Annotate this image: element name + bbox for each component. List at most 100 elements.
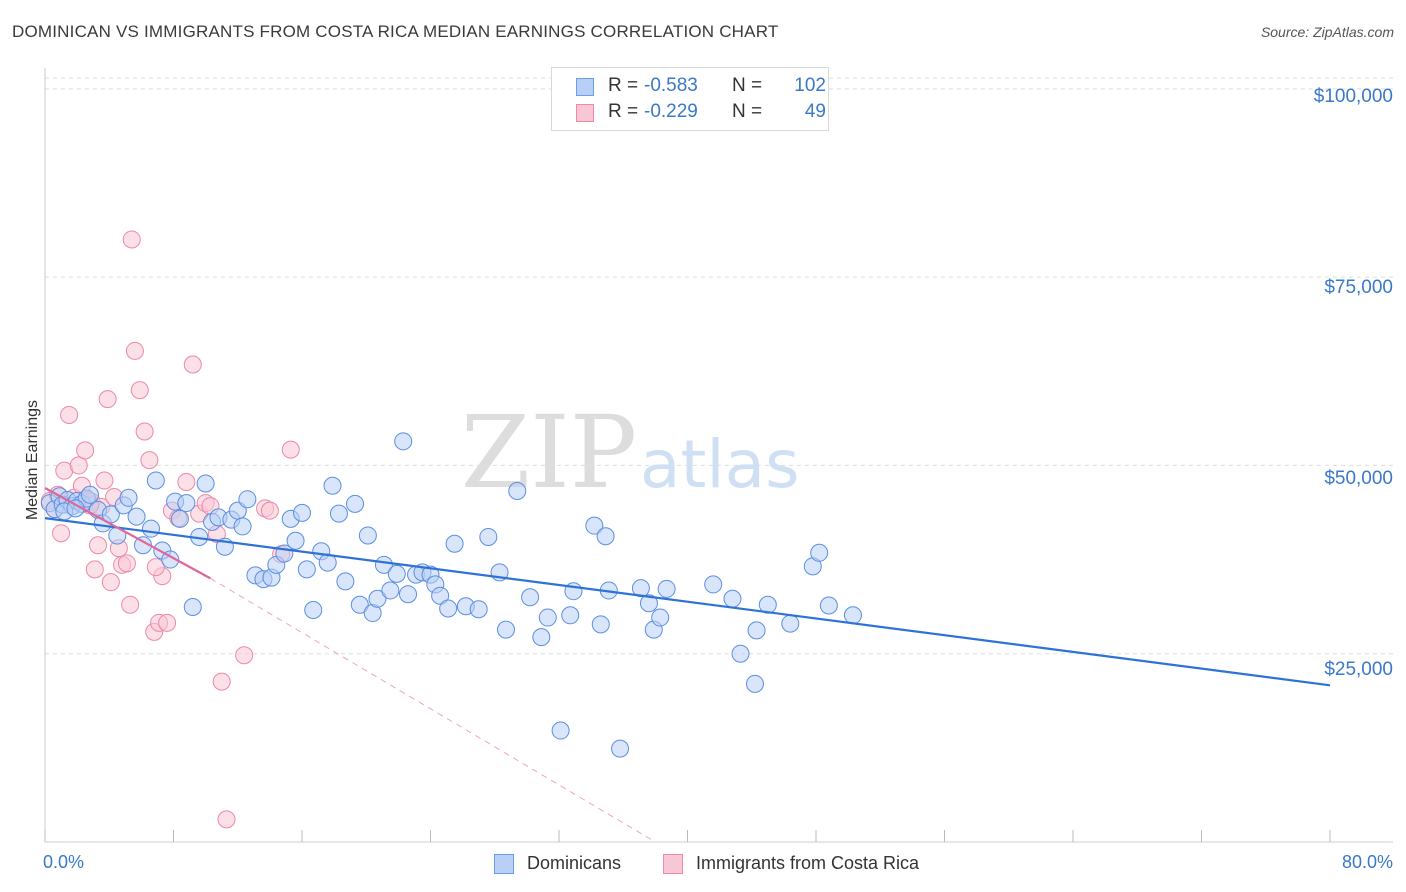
dominican-point bbox=[639, 594, 658, 613]
dominican-point bbox=[843, 606, 862, 625]
dominican-point bbox=[170, 509, 189, 528]
dominican-point bbox=[329, 504, 348, 523]
costa-rica-point bbox=[89, 536, 108, 555]
dominican-point bbox=[146, 471, 165, 490]
dominican-point bbox=[304, 601, 323, 620]
costa-rica-point bbox=[260, 501, 279, 520]
dominican-point bbox=[387, 564, 406, 583]
costa-rica-point bbox=[69, 456, 88, 475]
dominican-point bbox=[323, 476, 342, 495]
costa-rica-point bbox=[121, 595, 140, 614]
dominican-point bbox=[479, 527, 498, 546]
dominican-point bbox=[183, 598, 202, 617]
legend-swatch-blue bbox=[494, 854, 514, 874]
dominican-point bbox=[233, 517, 252, 536]
dominican-point bbox=[394, 432, 413, 451]
legend-label: Dominicans bbox=[527, 853, 622, 873]
dominican-point bbox=[585, 516, 604, 535]
dominican-point bbox=[551, 721, 570, 740]
dominican-point bbox=[238, 490, 257, 509]
dominican-point bbox=[532, 628, 551, 647]
dominican-point bbox=[196, 474, 215, 493]
legend-label: Immigrants from Costa Rica bbox=[696, 853, 920, 873]
dominican-point bbox=[80, 485, 99, 504]
costa-rica-points bbox=[40, 230, 300, 829]
costa-rica-point bbox=[125, 341, 144, 360]
costa-rica-trend-line bbox=[44, 487, 211, 580]
costa-rica-point bbox=[135, 422, 154, 441]
legend-n-value: 49 bbox=[804, 101, 826, 122]
costa-rica-point bbox=[140, 451, 159, 470]
costa-rica-point bbox=[158, 613, 177, 632]
dominican-point bbox=[747, 621, 766, 640]
costa-rica-point bbox=[281, 440, 300, 459]
dominican-point bbox=[611, 739, 630, 758]
dominican-point bbox=[127, 507, 146, 526]
dominican-point bbox=[657, 579, 676, 598]
dominican-points bbox=[40, 432, 862, 758]
y-tick-label: $25,000 bbox=[1324, 659, 1393, 680]
legend-r-value: -0.229 bbox=[644, 101, 698, 122]
y-tick-label: $50,000 bbox=[1324, 468, 1393, 489]
dominican-point bbox=[723, 589, 742, 608]
legend-r-value: -0.583 bbox=[644, 75, 698, 96]
costa-rica-point bbox=[122, 230, 141, 249]
costa-rica-point bbox=[212, 672, 231, 691]
costa-rica-point bbox=[98, 390, 117, 409]
gridlines bbox=[45, 77, 1393, 655]
legend-swatch-pink bbox=[576, 104, 594, 122]
dominican-point bbox=[651, 608, 670, 627]
legend-n-label: N = bbox=[732, 75, 763, 96]
x-axis-max-label: 80.0% bbox=[1341, 852, 1393, 872]
costa-rica-point bbox=[95, 471, 114, 490]
dominican-point bbox=[561, 606, 580, 625]
dominican-point bbox=[469, 600, 488, 619]
dominican-point bbox=[399, 585, 418, 604]
dominican-point bbox=[293, 503, 311, 522]
legend-n-value: 102 bbox=[794, 75, 826, 96]
costa-rica-point bbox=[85, 560, 104, 579]
dominican-point bbox=[810, 543, 829, 562]
costa-rica-point bbox=[217, 810, 236, 829]
dominican-point bbox=[445, 534, 464, 553]
dominican-point bbox=[346, 494, 365, 513]
watermark-atlas: atlas bbox=[640, 426, 800, 503]
dominican-point bbox=[119, 488, 138, 507]
source-label: Source: ZipAtlas.com bbox=[1260, 24, 1394, 40]
costa-rica-trend-extension bbox=[210, 577, 656, 843]
dominican-point bbox=[496, 620, 515, 639]
dominican-point bbox=[439, 599, 458, 618]
axes bbox=[44, 68, 1393, 843]
dominican-point bbox=[350, 595, 369, 614]
dominican-point bbox=[508, 482, 527, 501]
legend-r-label: R = bbox=[608, 101, 639, 122]
dominican-point bbox=[596, 527, 615, 546]
dominican-point bbox=[297, 560, 316, 579]
costa-rica-point bbox=[183, 355, 202, 374]
dominican-point bbox=[336, 572, 355, 591]
dominican-trend-line bbox=[44, 517, 1331, 687]
dominican-point bbox=[521, 588, 540, 607]
dominican-point bbox=[142, 519, 161, 538]
costa-rica-point bbox=[60, 405, 79, 424]
costa-rica-point bbox=[177, 472, 196, 491]
legend-swatch-blue bbox=[576, 78, 594, 96]
costa-rica-point bbox=[130, 381, 149, 400]
dominican-point bbox=[819, 596, 838, 615]
dominican-point bbox=[177, 494, 196, 513]
dominican-point bbox=[358, 526, 377, 545]
dominican-point bbox=[731, 644, 750, 663]
y-tick-label: $100,000 bbox=[1313, 86, 1393, 107]
trend-lines bbox=[44, 487, 1331, 843]
dominican-point bbox=[431, 586, 450, 605]
y-tick-label: $75,000 bbox=[1324, 277, 1393, 298]
dominican-point bbox=[368, 589, 387, 608]
dominican-point bbox=[704, 575, 723, 594]
x-axis-min-label: 0.0% bbox=[43, 852, 85, 872]
costa-rica-point bbox=[76, 441, 95, 460]
legend-n-label: N = bbox=[732, 101, 763, 122]
legend-swatch-pink bbox=[663, 854, 683, 874]
watermark: ZIP atlas bbox=[461, 394, 800, 511]
dominican-point bbox=[781, 614, 800, 633]
